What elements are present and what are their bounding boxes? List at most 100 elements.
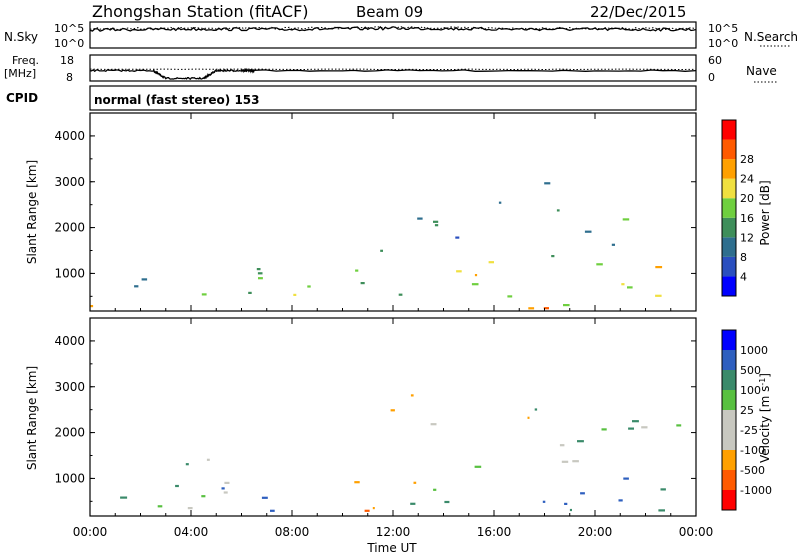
power-y-tick-label: 3000	[54, 175, 85, 189]
power-colorbar-segment	[722, 257, 736, 277]
data-cell	[596, 263, 603, 265]
velocity-colorbar-tick-label: -500	[740, 464, 765, 477]
power-colorbar-segment	[722, 140, 736, 160]
time-tick-label: 08:00	[275, 525, 310, 539]
power-colorbar-tick-label: 28	[740, 153, 754, 166]
data-cell	[414, 482, 417, 484]
data-cell	[544, 182, 550, 184]
freq-left-tick-bottom: 8	[66, 71, 73, 84]
data-cell	[202, 293, 207, 295]
velocity-colorbar-segment	[722, 350, 736, 370]
freq-label-2: [MHz]	[4, 67, 36, 80]
nave-right-tick-bottom: 0	[708, 71, 715, 84]
data-cell	[577, 440, 584, 442]
freq-label-1: Freq.	[12, 54, 39, 67]
data-cell	[307, 285, 310, 287]
velocity-colorbar-label: Velocity [m s-1]	[758, 373, 772, 463]
nsky-left-tick-top: 10^5	[54, 22, 84, 35]
nsky-right-tick-bottom: 10^0	[708, 37, 738, 50]
data-cell	[257, 268, 261, 270]
data-cell	[270, 510, 275, 512]
data-cell	[602, 428, 607, 430]
freq-panel	[90, 55, 696, 81]
time-axis-label: Time UT	[366, 541, 417, 554]
data-cell	[475, 466, 482, 468]
data-cell	[361, 282, 365, 284]
velocity-colorbar-segment	[722, 390, 736, 410]
data-cell	[580, 492, 585, 494]
velocity-colorbar-segment	[722, 490, 736, 510]
power-colorbar-segment	[722, 179, 736, 199]
nsky-left-tick-bottom: 10^0	[54, 37, 84, 50]
power-colorbar-tick-label: 16	[740, 212, 754, 225]
data-cell	[623, 218, 630, 220]
power-colorbar-label: Power [dB]	[758, 180, 772, 245]
data-cell	[433, 221, 438, 223]
data-cell	[435, 224, 438, 226]
power-y-tick-label: 4000	[54, 129, 85, 143]
data-cell	[380, 250, 383, 252]
data-cell	[188, 507, 193, 509]
time-tick-label: 00:00	[679, 525, 714, 539]
data-cell	[365, 510, 370, 512]
data-cell	[417, 218, 422, 220]
data-cell	[612, 244, 615, 246]
power-colorbar-segment	[722, 218, 736, 238]
data-cell	[621, 283, 624, 285]
velocity-colorbar-tick-label: -1000	[740, 484, 772, 497]
data-cell	[224, 491, 228, 493]
velocity-colorbar-tick-label: 1000	[740, 344, 768, 357]
data-cell	[142, 278, 148, 280]
power-panel-frame	[90, 113, 696, 311]
velocity-colorbar-tick-label: 25	[740, 404, 754, 417]
velocity-colorbar-segment	[722, 330, 736, 350]
power-colorbar-tick-label: 4	[740, 270, 747, 283]
data-cell	[201, 495, 205, 497]
data-cell	[535, 408, 537, 410]
data-cell	[570, 509, 572, 511]
data-cell	[399, 294, 403, 296]
cpid-mode-text: normal (fast stereo) 153	[94, 93, 260, 107]
data-cell	[560, 444, 565, 446]
time-tick-label: 12:00	[376, 525, 411, 539]
nave-label: Nave	[746, 64, 777, 78]
data-cell	[186, 463, 189, 465]
velocity-colorbar-segment	[722, 430, 736, 450]
data-cell	[444, 501, 449, 503]
frequency-line	[90, 70, 696, 79]
data-cell	[455, 237, 459, 239]
data-cell	[207, 459, 210, 461]
power-y-axis-label: Slant Range [km]	[25, 160, 39, 264]
data-cell	[676, 424, 681, 426]
velocity-panel-frame	[90, 318, 696, 516]
time-tick-label: 04:00	[174, 525, 209, 539]
date-label: 22/Dec/2015	[590, 3, 686, 21]
data-cell	[658, 509, 665, 511]
velocity-y-tick-label: 2000	[54, 426, 85, 440]
velocity-y-tick-label: 4000	[54, 334, 85, 348]
data-cell	[543, 501, 546, 503]
time-tick-label: 16:00	[477, 525, 512, 539]
time-tick-label: 20:00	[578, 525, 613, 539]
freq-left-tick-top: 18	[60, 54, 74, 67]
data-cell	[528, 307, 534, 309]
data-cell	[641, 426, 647, 428]
cpid-label: CPID	[6, 91, 38, 105]
velocity-y-tick-label: 3000	[54, 380, 85, 394]
data-cell	[572, 460, 579, 462]
time-tick-label: 00:00	[73, 525, 108, 539]
data-cell	[627, 286, 633, 288]
power-y-tick-label: 2000	[54, 221, 85, 235]
data-cell	[628, 428, 634, 430]
data-cell	[562, 461, 568, 463]
data-cell	[661, 488, 666, 490]
data-cell	[248, 292, 252, 294]
data-cell	[499, 202, 501, 204]
data-cell	[355, 270, 358, 272]
power-colorbar-tick-label: 24	[740, 173, 754, 186]
